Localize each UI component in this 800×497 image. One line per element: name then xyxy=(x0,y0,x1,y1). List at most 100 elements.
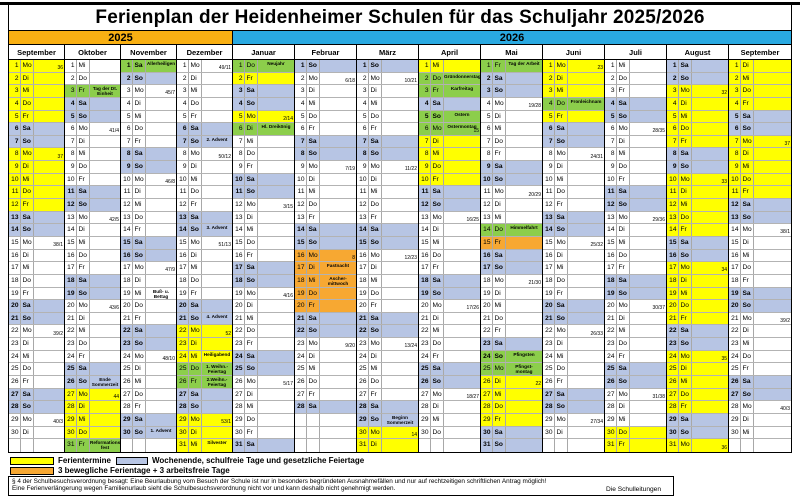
day-number: 28 xyxy=(543,401,555,413)
day-number: 29 xyxy=(233,413,245,426)
weekday-abbr: Do xyxy=(679,300,692,312)
day-number: 10 xyxy=(667,173,679,186)
day-row: 3 Do xyxy=(729,85,791,98)
weekday-abbr: Fr xyxy=(679,135,692,148)
day-note xyxy=(630,262,666,274)
day-row: 28 Mi xyxy=(233,401,294,414)
day-note xyxy=(692,325,728,337)
weekday-abbr: Sa xyxy=(21,300,34,312)
day-number: 22 xyxy=(65,325,77,338)
day-row: 30 Di xyxy=(177,426,232,440)
day-row: 24 Mo 35 xyxy=(667,350,728,364)
day-note: Himmelfahrt xyxy=(506,224,542,236)
day-row: 15 Di xyxy=(729,236,791,250)
weekday-abbr: Sa xyxy=(493,72,506,85)
day-number: 24 xyxy=(543,350,555,363)
weekday-abbr: Mo xyxy=(369,72,382,85)
weekday-abbr: So xyxy=(307,236,320,249)
holiday-label: 1. Weihn.- Feiertag xyxy=(205,364,229,375)
day-row: 14 So xyxy=(9,224,64,237)
day-note xyxy=(506,237,542,249)
weekday-abbr: Fr xyxy=(431,262,444,274)
day-number: 10 xyxy=(543,173,555,186)
day-number: 3 xyxy=(419,85,431,97)
weekday-abbr: Do xyxy=(77,338,90,350)
day-note: 38/1 xyxy=(754,224,791,236)
day-note xyxy=(568,288,604,300)
page-title: Ferienplan der Heidenheimer Schulen für … xyxy=(9,5,791,31)
day-note xyxy=(258,427,294,439)
month-header-september-2026: September xyxy=(740,48,780,57)
week-number: 36 xyxy=(721,445,727,452)
day-row: 8 Di xyxy=(729,148,791,162)
day-note xyxy=(146,111,176,123)
day-number: 2 xyxy=(605,72,617,85)
day-note xyxy=(34,224,64,236)
day-row: 29 Fr xyxy=(481,413,542,427)
day-note xyxy=(146,439,176,452)
day-number: 8 xyxy=(667,148,679,161)
weekday-abbr: Di xyxy=(493,110,506,123)
day-number: 11 xyxy=(295,186,307,199)
day-row: 21 So 4. Advent xyxy=(177,312,232,326)
day-note: Allerheiligen xyxy=(146,60,176,72)
day-row: 2 Di xyxy=(177,72,232,86)
day-row: 3 Fr Tag der Dt. Einheit xyxy=(65,85,120,98)
day-note xyxy=(90,148,120,160)
day-note xyxy=(146,250,176,262)
day-note: 42/5 xyxy=(90,212,120,224)
day-note xyxy=(692,123,728,135)
weekday-abbr: Mo xyxy=(431,300,444,312)
day-note xyxy=(568,212,604,224)
holiday-label: Fronleichnam xyxy=(570,98,602,104)
day-note xyxy=(692,363,728,375)
month-header-januar-2026: Januar xyxy=(233,45,295,59)
day-number: 29 xyxy=(419,413,431,426)
day-note xyxy=(630,288,666,300)
day-number: 26 xyxy=(729,376,741,388)
weekday-abbr: Di xyxy=(77,312,90,325)
weekday-abbr: Sa xyxy=(369,401,382,413)
day-note xyxy=(146,98,176,110)
holiday-label: Himmelfahrt xyxy=(510,225,538,231)
day-number: 13 xyxy=(177,211,189,224)
day-note xyxy=(258,212,294,224)
day-note xyxy=(382,174,418,186)
day-row: 26 Mo 5/17 xyxy=(233,376,294,389)
day-row: 5 Do xyxy=(295,110,356,124)
weekday-abbr: Sa xyxy=(77,97,90,110)
day-note xyxy=(202,73,232,85)
weekday-abbr: Di xyxy=(741,60,754,72)
weekday-abbr: Di xyxy=(307,85,320,97)
day-note xyxy=(754,262,791,274)
week-number: 39/2 xyxy=(780,317,790,324)
day-number: 6 xyxy=(295,123,307,135)
weekday-abbr: Mo xyxy=(493,97,506,110)
day-number: 25 xyxy=(605,363,617,376)
day-note xyxy=(202,98,232,110)
weekday-abbr: Fr xyxy=(245,161,258,173)
day-number: 30 xyxy=(481,426,493,439)
weekday-abbr: Mo xyxy=(189,325,202,338)
day-note xyxy=(692,300,728,312)
day-number: 9 xyxy=(233,161,245,173)
holiday-label: Neujahr xyxy=(267,61,285,66)
week-number: 26/33 xyxy=(590,330,603,337)
day-row: 12 Fr xyxy=(543,199,604,212)
weekday-abbr: So xyxy=(741,388,754,401)
day-note xyxy=(90,237,120,249)
day-row: 9 Sa xyxy=(481,161,542,174)
day-number: 16 xyxy=(65,249,77,262)
day-note xyxy=(444,363,480,375)
day-number: 22 xyxy=(543,325,555,338)
day-note: Fastnacht xyxy=(320,262,356,274)
day-note xyxy=(444,351,480,363)
day-number: 3 xyxy=(295,85,307,97)
month-column-mrz-2026: 1 So 2 Mo 10/21 3 Di 4 Mi 5 Do 6 Fr 7 Sa 8 So 9 Mo 11/22 10 D… xyxy=(357,60,419,452)
day-row: 25 Mo Pfingst- montag xyxy=(481,363,542,377)
weekday-abbr: Do xyxy=(189,97,202,110)
day-number: 5 xyxy=(543,110,555,123)
month-header-september-2025: September xyxy=(9,45,65,59)
holiday-label: Ascher- mittwoch xyxy=(327,275,349,286)
day-note: 2.Weihn.- Feiertag xyxy=(202,376,232,388)
